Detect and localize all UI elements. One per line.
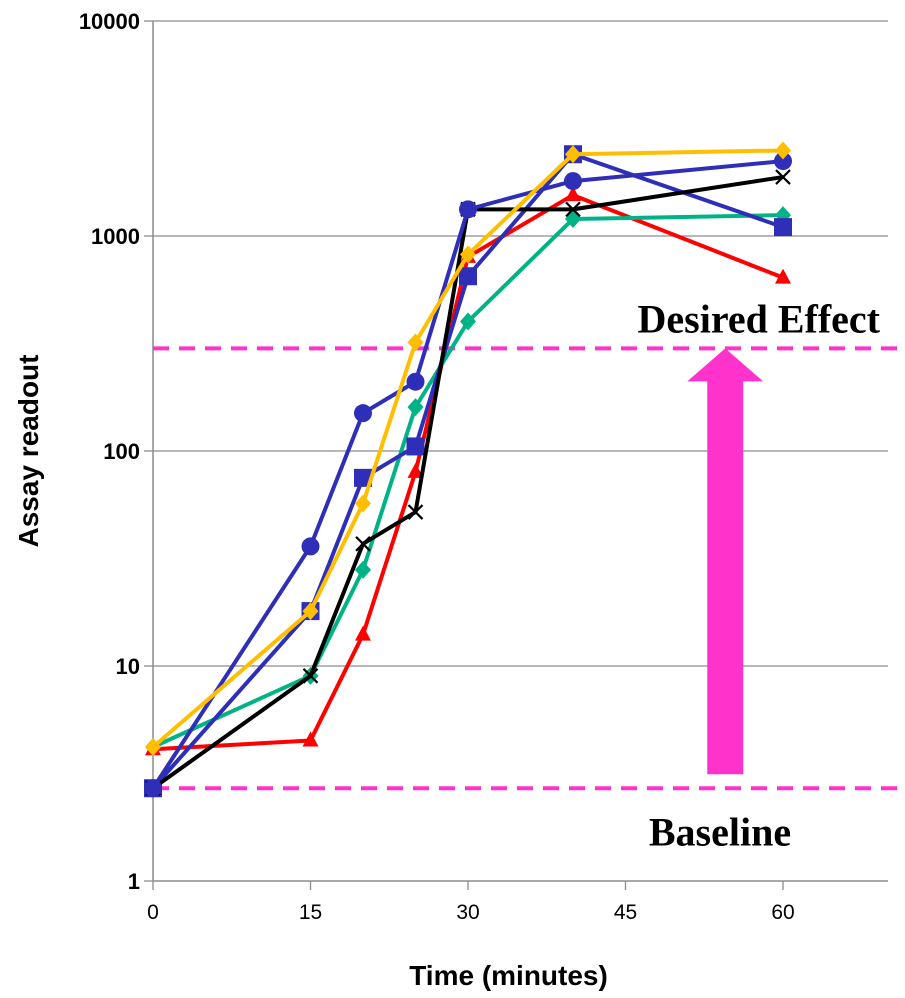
data-point	[565, 201, 581, 218]
data-point	[407, 333, 424, 352]
data-point	[355, 560, 371, 579]
data-point	[406, 372, 425, 391]
data-point	[302, 602, 319, 621]
x-axis-title: Time (minutes)	[409, 960, 608, 991]
data-point	[144, 779, 162, 798]
y-tick-label: 10000	[79, 9, 140, 34]
data-point	[459, 200, 477, 219]
y-tick-label: 1000	[91, 224, 140, 249]
data-point	[459, 267, 477, 286]
y-axis-title: Assay readout	[13, 355, 44, 548]
y-tick-label: 1	[128, 869, 140, 894]
data-point	[565, 186, 581, 202]
data-point	[354, 404, 372, 423]
data-point	[774, 218, 792, 237]
data-point	[564, 172, 582, 191]
effect-arrow	[687, 348, 764, 775]
data-point	[302, 668, 319, 684]
data-point	[355, 494, 371, 513]
data-point	[145, 738, 161, 757]
data-point	[775, 141, 791, 160]
data-point	[407, 398, 424, 417]
x-tick-label: 30	[456, 901, 479, 924]
x-tick-label: 15	[299, 901, 322, 924]
data-point	[460, 312, 476, 331]
x-tick-label: 0	[147, 901, 159, 924]
data-point	[775, 268, 791, 284]
tick-labels: 1 10 100 1000 10000 0 15 30 45 60	[79, 9, 795, 924]
gridlines	[153, 20, 888, 667]
data-point	[406, 437, 425, 456]
data-point	[355, 625, 371, 641]
arrow-shaft	[707, 380, 744, 775]
data-point	[407, 462, 424, 478]
data-point	[775, 169, 791, 185]
data-point	[302, 731, 319, 747]
y-tick-label: 100	[103, 439, 140, 464]
reference-lines	[153, 346, 900, 791]
data-point	[460, 245, 476, 264]
data-point	[354, 468, 372, 487]
y-tick-label: 10	[116, 654, 140, 679]
axes	[144, 20, 888, 890]
series-2	[145, 206, 791, 757]
data-point	[301, 537, 320, 556]
baseline-label: Baseline	[649, 809, 791, 854]
x-tick-label: 45	[614, 901, 637, 924]
series-5	[144, 152, 792, 798]
data-series	[144, 141, 792, 798]
data-point	[565, 145, 581, 164]
series-6	[145, 141, 791, 757]
data-point	[355, 536, 371, 552]
data-point	[407, 504, 424, 520]
desired-effect-label: Desired Effect	[638, 296, 881, 341]
x-tick-label: 60	[771, 901, 794, 924]
arrow-head	[687, 348, 764, 382]
data-point	[774, 152, 792, 171]
